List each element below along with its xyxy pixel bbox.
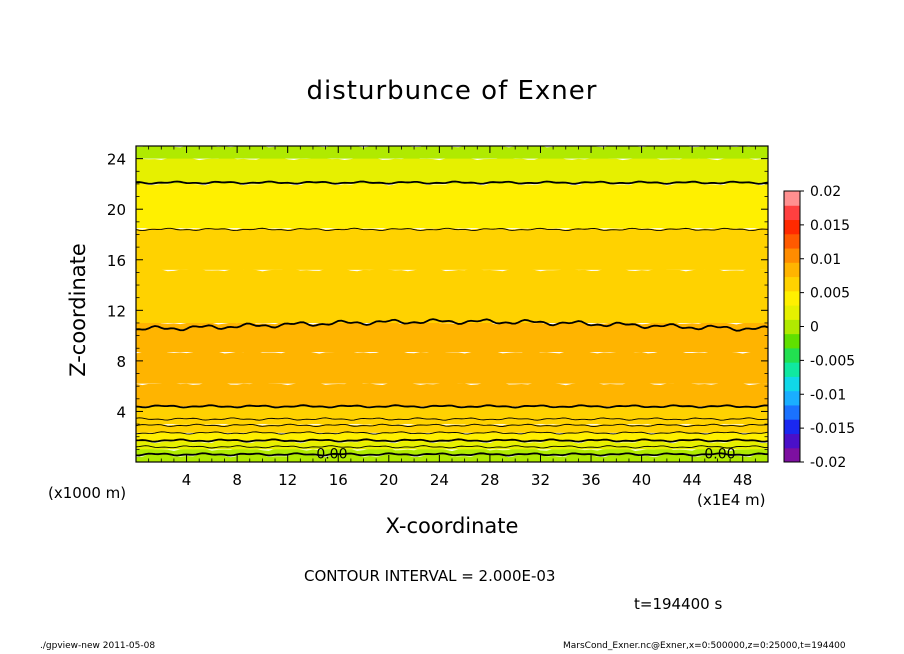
colorbar-tick-label: -0.015: [810, 421, 855, 437]
contour-label-0: 0.00: [316, 446, 347, 462]
colorbar-swatch: [784, 404, 800, 420]
band-12: [136, 157, 768, 184]
colorbar-swatch: [784, 290, 800, 306]
y-tick-label: 8: [116, 353, 126, 371]
x-tick-label: 12: [278, 471, 297, 489]
contour-lines: [136, 180, 768, 457]
contour-line-1: [136, 445, 768, 449]
contour-line-6: [136, 404, 768, 409]
contour-line-4: [136, 423, 768, 427]
contour-interval-text: CONTOUR INTERVAL = 2.000E-03: [304, 567, 556, 585]
y-axis-label: Z-coordinate: [66, 243, 90, 377]
colorbar-tick-label: 0.01: [810, 252, 841, 268]
contour-line-7: [136, 318, 768, 332]
chart-title: disturbunce of Exner: [306, 76, 598, 106]
colorbar-swatch: [784, 305, 800, 320]
band-0: [136, 454, 768, 462]
colorbar-swatch: [784, 219, 800, 235]
x-tick-label: 44: [683, 471, 702, 489]
colorbar-swatch: [784, 447, 800, 463]
band-11: [136, 182, 768, 229]
x-axis-label: X-coordinate: [385, 514, 519, 538]
colorbar-swatch: [784, 347, 800, 363]
y-tick-label: 16: [107, 252, 126, 270]
x-tick-label: 36: [581, 471, 600, 489]
contour-line-0: [136, 452, 768, 457]
contour-line-5: [136, 417, 768, 421]
y-axis: 4 8 12 16 20 24: [107, 151, 768, 450]
colorbar-tick-label: -0.02: [810, 455, 846, 471]
x-tick-label: 24: [430, 471, 449, 489]
colorbar-tick-label: 0.005: [810, 286, 850, 302]
x-unit-right: (x1E4 m): [697, 491, 766, 509]
y-tick-label: 20: [107, 201, 126, 219]
x-axis: 4 8 12 16 20 24 28 32 36 40 44 48: [148, 146, 756, 489]
x-tick-label: 28: [480, 471, 499, 489]
y-tick-label: 12: [107, 302, 126, 320]
colorbar-swatch: [784, 333, 800, 349]
band-2: [136, 440, 768, 450]
x-tick-label: 40: [632, 471, 651, 489]
colorbar-swatch: [784, 205, 800, 221]
x-unit-left: (x1000 m): [48, 484, 127, 502]
colorbar-tick-label: 0.02: [810, 184, 841, 200]
colorbar-swatch: [784, 390, 800, 406]
y-tick-label: 24: [107, 151, 126, 169]
band-5: [136, 404, 768, 425]
band-4: [136, 422, 768, 433]
contour-label-1: 0.00: [704, 446, 735, 462]
colorbar-tick-label: -0.005: [810, 353, 855, 369]
colorbar-swatch: [784, 276, 800, 292]
footer-right-note: MarsCond_Exner.nc@Exner,x=0:500000,z=0:2…: [563, 641, 846, 651]
colorbar-swatch: [784, 262, 800, 278]
colorbar-tick-label: 0.015: [810, 218, 850, 234]
footer-left-note: ./gpview-new 2011-05-08: [40, 641, 156, 651]
colorbar-tick-label: -0.01: [810, 387, 846, 403]
contour-line-3: [136, 431, 768, 435]
band-3: [136, 431, 768, 442]
band-6: [136, 382, 768, 407]
colorbar-tick-label: 0: [810, 320, 819, 336]
colorbar-swatch: [784, 433, 800, 449]
colorbar-swatch: [784, 419, 800, 434]
colorbar-swatch: [784, 248, 800, 263]
x-tick-label: 48: [733, 471, 752, 489]
contour-line-2: [136, 438, 768, 443]
y-tick-label: 4: [116, 403, 126, 421]
contour-labels: 0.00 0.00: [316, 446, 735, 462]
colorbar-swatch: [784, 191, 800, 206]
x-tick-label: 32: [531, 471, 550, 489]
band-9: [136, 268, 768, 323]
colorbar-swatch: [784, 362, 800, 377]
contour-line-8: [136, 227, 768, 232]
colorbar-swatch: [784, 376, 800, 392]
band-13: [136, 146, 768, 159]
color-bands: [136, 146, 768, 462]
band-8: [136, 321, 768, 353]
contour-line-9: [136, 180, 768, 185]
band-7: [136, 350, 768, 384]
band-10: [136, 226, 768, 270]
x-tick-label: 20: [379, 471, 398, 489]
time-label: t=194400 s: [634, 595, 723, 613]
colorbar: 0.02 0.015 0.01 0.005 0 -0.005 -0.01 -0.015 -0.0…: [783, 184, 855, 471]
colorbar-swatch: [784, 233, 800, 249]
colorbar-swatch: [784, 319, 800, 335]
x-tick-label: 8: [232, 471, 242, 489]
x-tick-label: 4: [182, 471, 192, 489]
x-tick-label: 16: [329, 471, 348, 489]
